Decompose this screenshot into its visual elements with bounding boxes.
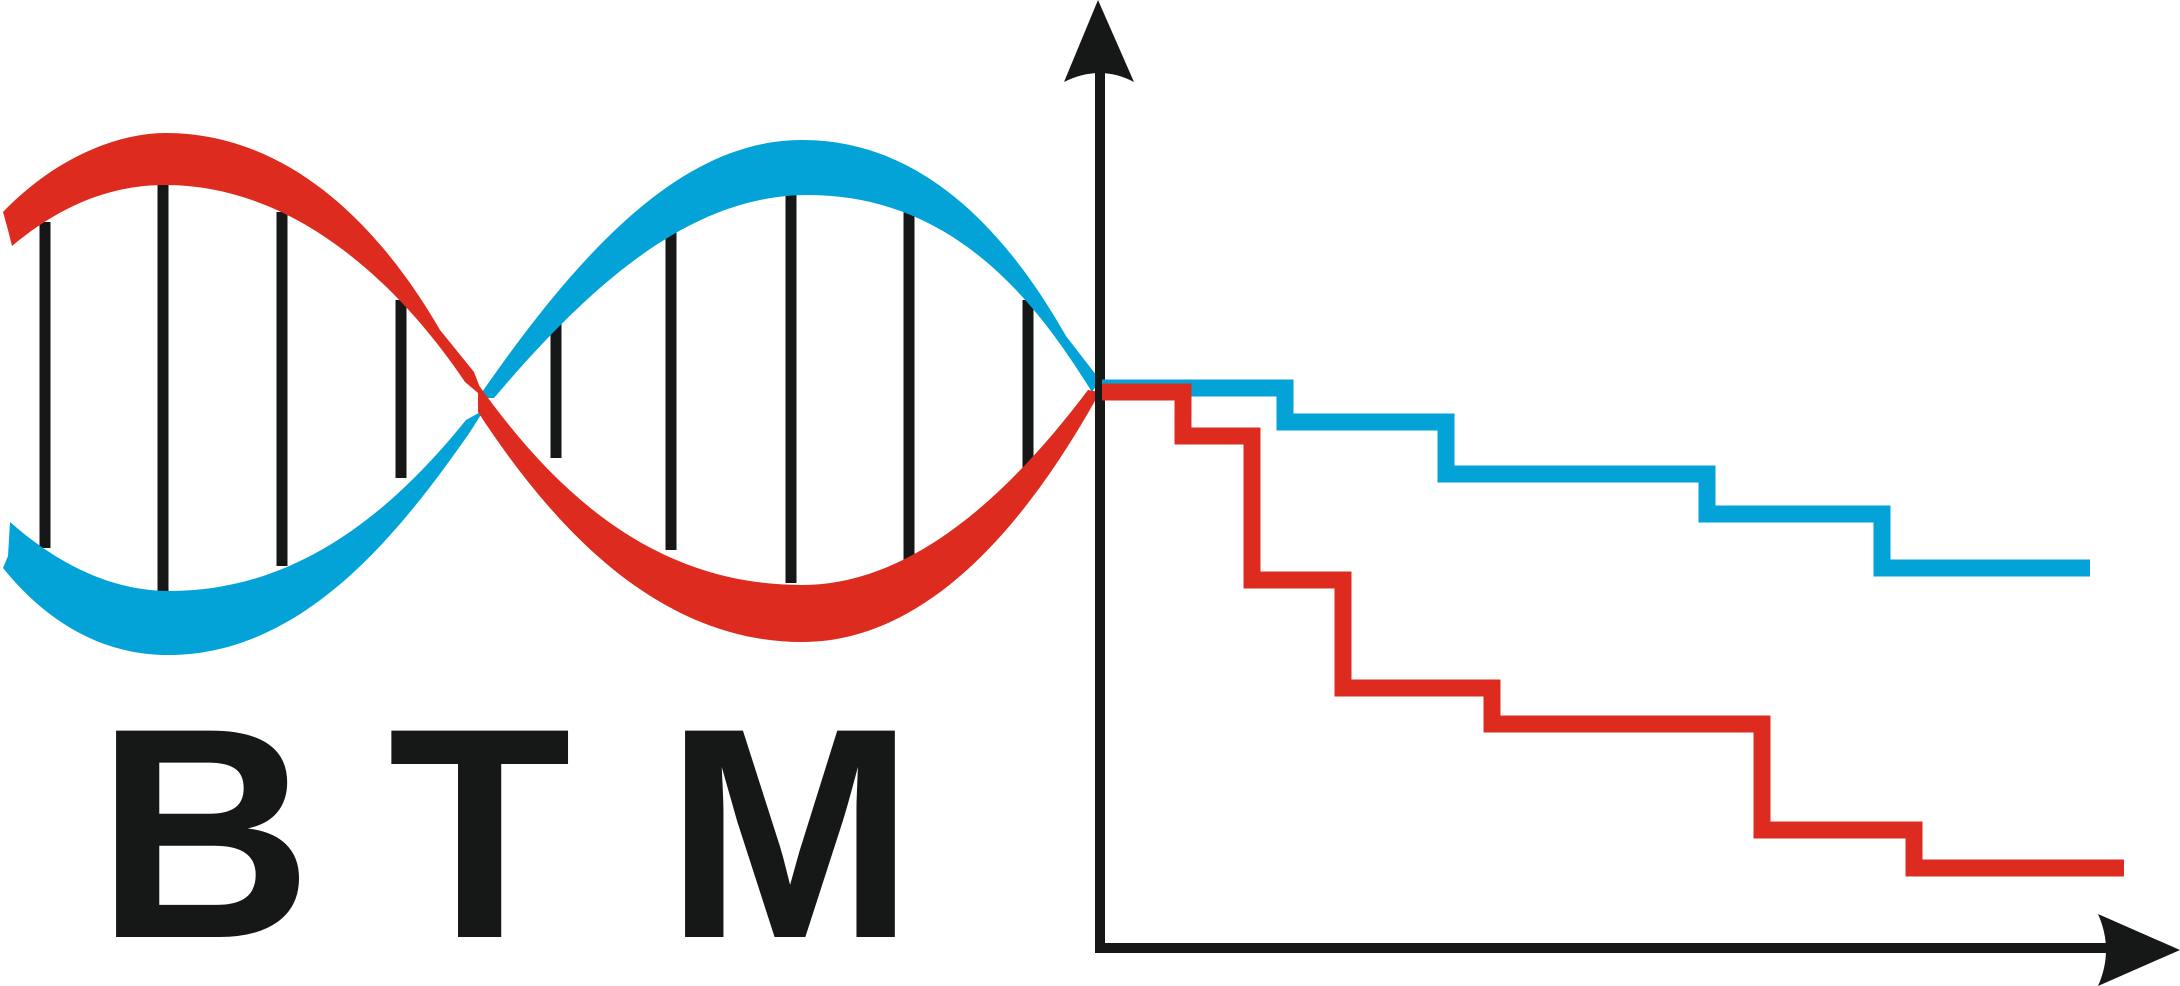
dna-strand-blue-lower: [3, 410, 484, 655]
y-axis-arrowhead: [1064, 0, 1134, 82]
axis-arrow-icon: [1064, 0, 2180, 986]
logo-wordmark: B T M: [96, 665, 915, 986]
logo-letter-t: T: [388, 665, 571, 986]
step-chart-icon: [1102, 379, 2124, 877]
dna-strand-red-lower: [478, 384, 1100, 642]
logo-letter-m: M: [665, 665, 915, 986]
step-line-blue: [1102, 379, 2090, 577]
dna-strand-red-upper: [3, 133, 484, 398]
step-line-red: [1102, 383, 2124, 877]
x-axis-arrowhead: [2098, 914, 2180, 986]
dna-strand-blue-upper: [478, 140, 1100, 398]
logo-letter-b: B: [96, 665, 313, 986]
dna-helix-icon: [3, 133, 1100, 655]
dna-rungs: [39, 185, 1034, 591]
